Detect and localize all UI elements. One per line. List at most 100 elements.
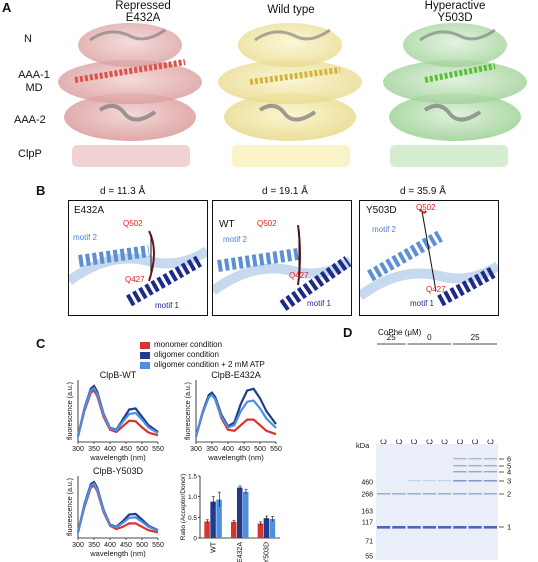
title-hyperactive-line2: Y503D xyxy=(437,12,473,24)
ratio-bar xyxy=(237,487,243,538)
spectrum-plot-0: ClpB-WT 300 350 400 450 500 550 wavelength (nm)… xyxy=(67,370,164,462)
ratio-bar xyxy=(231,521,237,538)
x-tick-label: 400 xyxy=(222,446,234,453)
ratio-y-tick-label: 1.5 xyxy=(188,474,197,481)
x-tick-label: 550 xyxy=(270,446,282,453)
cophe-label: CoPhe (μM) xyxy=(378,328,422,337)
ratio-bar xyxy=(243,491,249,538)
row-label-md: MD xyxy=(25,82,43,94)
band-2-lane-3 xyxy=(422,493,436,495)
spectrum-title-1: ClpB-E432A xyxy=(211,370,261,380)
marker-label-55: 55 xyxy=(365,554,373,561)
title-repressed: Repressed E432A xyxy=(88,0,198,24)
motif1-label-e432a: motif 1 xyxy=(155,301,180,310)
ratio-y-axis-label: Ratio (Acceptor/Donor) xyxy=(180,474,187,540)
title-repressed-line1: Repressed xyxy=(115,0,171,12)
band-1-lane-0 xyxy=(377,526,391,529)
band-2-lane-1 xyxy=(392,493,406,495)
spectrum-series-2 xyxy=(194,393,277,437)
ratio-y-tick-label: 0 xyxy=(193,536,197,543)
spectrum-series-2 xyxy=(76,482,159,533)
x-tick-label: 550 xyxy=(152,542,164,549)
band-label-1: 1 xyxy=(507,523,511,532)
marker-label-163: 163 xyxy=(361,509,373,516)
band-label-6: 6 xyxy=(507,455,511,464)
ratio-bar xyxy=(269,518,276,538)
band-2-lane-2 xyxy=(407,493,421,495)
panel-c-charts: ClpB-WT 300 350 400 450 500 550 wavelength (nm)… xyxy=(67,370,282,562)
legend-label-oligomer-atp: oligomer condition + 2 mM ATP xyxy=(154,360,265,369)
spectrum-title-2: ClpB-Y503D xyxy=(93,466,144,476)
motif1-label-wt: motif 1 xyxy=(307,299,332,308)
band-label-5: 5 xyxy=(507,462,511,471)
band-2-lane-4 xyxy=(438,493,452,495)
gel-background xyxy=(376,444,498,560)
distance-wt: d = 19.1 Å xyxy=(262,186,308,197)
legend-item-oligomer-atp: oligomer condition + 2 mM ATP xyxy=(140,360,265,370)
legend-swatch-oligomer-atp xyxy=(140,361,150,369)
structure-render-e432a xyxy=(69,230,207,307)
density-map-repressed xyxy=(58,23,202,167)
band-label-2: 2 xyxy=(507,490,511,499)
legend-item-monomer: monomer condition xyxy=(140,340,265,350)
structure-box-e432a: E432A motif 2 motif 1 Q502 Q427 xyxy=(68,200,208,316)
ratio-y-tick-label: 1.0 xyxy=(188,494,197,501)
band-5-lane-7 xyxy=(483,465,497,467)
x-tick-label: 300 xyxy=(190,446,202,453)
spectrum-title-0: ClpB-WT xyxy=(100,370,137,380)
x-tick-label: 400 xyxy=(104,542,116,549)
density-map-hyperactive xyxy=(383,23,527,167)
band-2-lane-0 xyxy=(377,493,391,495)
ratio-bar xyxy=(204,521,210,538)
structure-box-wt: WT motif 2 motif 1 Q502 Q427 xyxy=(212,200,352,316)
band-4-lane-5 xyxy=(453,471,467,473)
panel-d-gel: 25025K431CS499CK431C/S499CE432A-K431C/S4… xyxy=(356,333,511,561)
band-2-lane-5 xyxy=(453,493,467,495)
res-q502-y503d: Q502 xyxy=(416,203,436,212)
res-q427-e432a: Q427 xyxy=(125,275,145,284)
band-5-lane-5 xyxy=(453,465,467,467)
legend-swatch-monomer xyxy=(140,341,150,349)
band-1-lane-4 xyxy=(438,526,452,529)
title-repressed-line2: E432A xyxy=(125,12,161,24)
spectrum-series-1 xyxy=(194,387,277,437)
band-3-lane-3 xyxy=(422,480,436,482)
panel-a-letter: A xyxy=(2,0,12,15)
y-axis-label: fluorescence (a.u.) xyxy=(67,478,74,536)
spectrum-plot-2: ClpB-Y503D 300 350 400 450 500 550 wavelength (… xyxy=(67,466,164,558)
band-1-lane-7 xyxy=(483,526,497,529)
motif1-label-y503d: motif 1 xyxy=(410,299,435,308)
band-1-lane-6 xyxy=(468,526,482,529)
title-hyperactive-line1: Hyperactive xyxy=(424,0,486,12)
x-tick-label: 350 xyxy=(206,446,218,453)
cophe-value-0: 25 xyxy=(387,333,396,342)
band-3-lane-4 xyxy=(438,480,452,482)
band-2-lane-6 xyxy=(468,493,482,495)
marker-label-117: 117 xyxy=(362,520,373,527)
x-axis-label: wavelength (nm) xyxy=(89,549,146,558)
density-map-wildtype xyxy=(218,23,362,167)
x-tick-label: 550 xyxy=(152,446,164,453)
res-q502-wt: Q502 xyxy=(257,219,277,228)
x-tick-label: 300 xyxy=(72,542,84,549)
ratio-category-label: E432A xyxy=(237,542,244,562)
cophe-value-2: 25 xyxy=(471,333,480,342)
band-3-lane-2 xyxy=(407,480,421,482)
x-tick-label: 350 xyxy=(88,446,100,453)
panel-a-structures xyxy=(58,23,527,167)
marker-label-268: 268 xyxy=(361,492,373,499)
title-wildtype: Wild type xyxy=(267,4,315,16)
band-label-4: 4 xyxy=(507,468,511,477)
legend-item-oligomer: oligomer condition xyxy=(140,350,265,360)
band-3-lane-6 xyxy=(468,480,482,482)
row-label-n: N xyxy=(24,33,32,45)
panel-c-letter: C xyxy=(36,336,46,351)
x-tick-label: 500 xyxy=(136,446,148,453)
band-3-lane-7 xyxy=(483,480,497,482)
band-1-lane-2 xyxy=(407,526,421,529)
res-q427-wt: Q427 xyxy=(289,271,309,280)
spectrum-plot-1: ClpB-E432A 300 350 400 450 500 550 wavelength (… xyxy=(185,370,282,462)
ratio-bar xyxy=(216,499,222,538)
structure-render-y503d xyxy=(360,208,498,307)
